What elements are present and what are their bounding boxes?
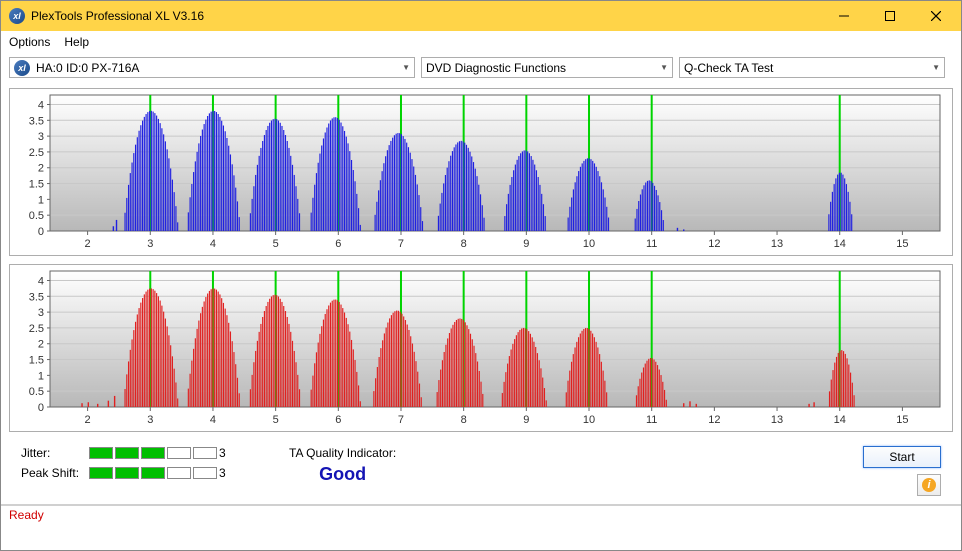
bottom-panel: Jitter: 3 Peak Shift: 3 TA Quality Indic… xyxy=(9,440,953,502)
chevron-down-icon: ▼ xyxy=(932,63,940,72)
content-area: 00.511.522.533.5423456789101112131415 00… xyxy=(1,82,961,502)
close-button[interactable] xyxy=(913,1,959,31)
minimize-button[interactable] xyxy=(821,1,867,31)
svg-text:9: 9 xyxy=(523,238,529,250)
svg-text:15: 15 xyxy=(896,238,908,250)
function-dropdown-label: DVD Diagnostic Functions xyxy=(426,61,566,75)
segment xyxy=(89,467,113,479)
drive-dropdown[interactable]: xl HA:0 ID:0 PX-716A ▼ xyxy=(9,57,415,78)
menu-options[interactable]: Options xyxy=(9,35,50,49)
svg-text:15: 15 xyxy=(896,414,908,426)
controls-column: Start i xyxy=(863,446,941,496)
drive-dropdown-label: HA:0 ID:0 PX-716A xyxy=(36,61,139,75)
segment xyxy=(141,467,165,479)
segment xyxy=(193,467,217,479)
jitter-value: 3 xyxy=(219,446,233,460)
svg-text:14: 14 xyxy=(834,238,846,250)
svg-text:12: 12 xyxy=(708,414,720,426)
svg-text:0.5: 0.5 xyxy=(29,386,44,398)
toolbar: xl HA:0 ID:0 PX-716A ▼ DVD Diagnostic Fu… xyxy=(1,53,961,82)
svg-text:4: 4 xyxy=(210,414,216,426)
svg-text:1: 1 xyxy=(38,194,44,206)
statusbar: Ready xyxy=(1,504,961,524)
segment xyxy=(141,447,165,459)
test-dropdown-label: Q-Check TA Test xyxy=(684,61,773,75)
svg-text:3: 3 xyxy=(147,238,153,250)
quality-value: Good xyxy=(289,464,396,485)
svg-text:2: 2 xyxy=(38,339,44,351)
svg-text:2.5: 2.5 xyxy=(29,323,44,335)
svg-text:7: 7 xyxy=(398,414,404,426)
window-controls xyxy=(821,1,959,31)
test-dropdown[interactable]: Q-Check TA Test ▼ xyxy=(679,57,945,78)
svg-text:9: 9 xyxy=(523,414,529,426)
svg-text:13: 13 xyxy=(771,414,783,426)
svg-text:6: 6 xyxy=(335,238,341,250)
info-icon: i xyxy=(922,478,936,492)
svg-text:0: 0 xyxy=(38,402,44,414)
peak-shift-bar xyxy=(89,467,219,479)
svg-text:2.5: 2.5 xyxy=(29,147,44,159)
svg-text:12: 12 xyxy=(708,238,720,250)
chevron-down-icon: ▼ xyxy=(660,63,668,72)
svg-text:6: 6 xyxy=(335,414,341,426)
svg-text:2: 2 xyxy=(38,163,44,175)
maximize-button[interactable] xyxy=(867,1,913,31)
svg-text:8: 8 xyxy=(461,414,467,426)
svg-text:1: 1 xyxy=(38,370,44,382)
svg-text:3: 3 xyxy=(38,307,44,319)
status-text: Ready xyxy=(9,508,44,522)
peak-shift-value: 3 xyxy=(219,466,233,480)
svg-text:5: 5 xyxy=(273,238,279,250)
metrics-grid: Jitter: 3 Peak Shift: 3 xyxy=(21,446,233,480)
start-button[interactable]: Start xyxy=(863,446,941,468)
svg-text:1.5: 1.5 xyxy=(29,179,44,191)
segment xyxy=(89,447,113,459)
info-button[interactable]: i xyxy=(917,474,941,496)
segment xyxy=(167,467,191,479)
svg-text:4: 4 xyxy=(38,99,44,111)
segment xyxy=(115,467,139,479)
app-icon: xl xyxy=(9,8,25,24)
svg-text:10: 10 xyxy=(583,238,595,250)
peak-shift-label: Peak Shift: xyxy=(21,466,89,480)
chart-bottom: 0 0.5 1 1.5 2 2.5 3 3.5 4 2 3 4 5 6 7 8 9 10 11 12 13 14 15 xyxy=(9,264,953,432)
jitter-bar xyxy=(89,447,219,459)
chevron-down-icon: ▼ xyxy=(402,63,410,72)
function-dropdown[interactable]: DVD Diagnostic Functions ▼ xyxy=(421,57,673,78)
window-title: PlexTools Professional XL V3.16 xyxy=(31,9,821,23)
svg-text:2: 2 xyxy=(85,238,91,250)
segment xyxy=(167,447,191,459)
svg-text:4: 4 xyxy=(38,275,44,287)
segment xyxy=(115,447,139,459)
jitter-label: Jitter: xyxy=(21,446,89,460)
segment xyxy=(193,447,217,459)
menu-help[interactable]: Help xyxy=(64,35,89,49)
svg-text:2: 2 xyxy=(85,414,91,426)
svg-text:10: 10 xyxy=(583,414,595,426)
svg-text:0: 0 xyxy=(38,226,44,238)
svg-text:11: 11 xyxy=(646,414,657,426)
svg-text:5: 5 xyxy=(273,414,279,426)
svg-text:8: 8 xyxy=(461,238,467,250)
svg-text:0.5: 0.5 xyxy=(29,210,44,222)
svg-text:13: 13 xyxy=(771,238,783,250)
chart-top: 0 0.5 1 1.5 2 2.5 3 3.5 4 2 3 4 5 6 7 8 9 10 11 12 13 14 15 xyxy=(9,88,953,256)
titlebar: xl PlexTools Professional XL V3.16 xyxy=(1,1,961,31)
svg-text:11: 11 xyxy=(646,238,657,250)
svg-text:3.5: 3.5 xyxy=(29,291,44,303)
svg-text:3: 3 xyxy=(38,131,44,143)
svg-text:3: 3 xyxy=(147,414,153,426)
svg-text:1.5: 1.5 xyxy=(29,355,44,367)
svg-text:14: 14 xyxy=(834,414,846,426)
drive-icon: xl xyxy=(14,60,30,76)
svg-text:7: 7 xyxy=(398,238,404,250)
svg-text:4: 4 xyxy=(210,238,216,250)
menubar: Options Help xyxy=(1,31,961,53)
svg-text:3.5: 3.5 xyxy=(29,115,44,127)
quality-indicator: TA Quality Indicator: Good xyxy=(289,446,396,485)
quality-label: TA Quality Indicator: xyxy=(289,446,396,460)
